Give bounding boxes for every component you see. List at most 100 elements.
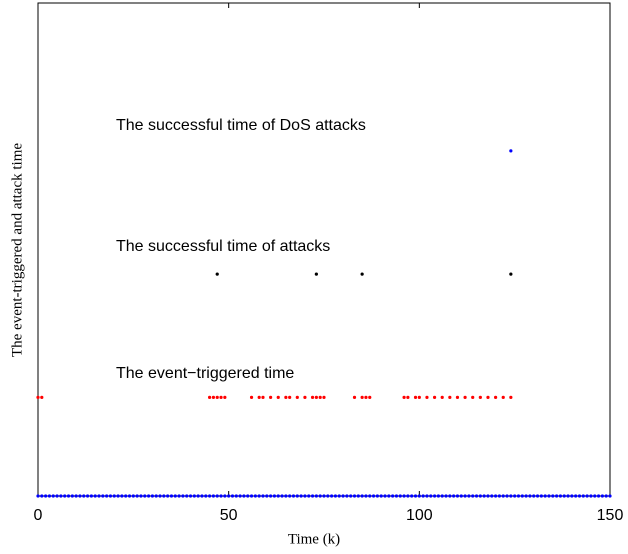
point bbox=[70, 494, 74, 498]
point bbox=[593, 494, 597, 498]
point bbox=[345, 494, 349, 498]
point bbox=[509, 272, 513, 276]
point bbox=[589, 494, 593, 498]
point bbox=[112, 494, 116, 498]
point bbox=[585, 494, 589, 498]
point bbox=[467, 494, 471, 498]
point bbox=[284, 494, 288, 498]
point bbox=[509, 149, 513, 153]
point bbox=[249, 395, 254, 399]
point bbox=[177, 494, 181, 498]
point bbox=[303, 494, 307, 498]
point bbox=[574, 494, 578, 498]
point bbox=[509, 494, 513, 498]
point bbox=[516, 494, 521, 498]
point bbox=[501, 395, 505, 399]
point bbox=[520, 494, 524, 498]
point bbox=[288, 395, 292, 399]
point bbox=[505, 494, 509, 498]
point bbox=[223, 494, 227, 498]
point bbox=[162, 494, 166, 498]
point bbox=[413, 494, 418, 498]
x-axis-label: Time (k) bbox=[288, 531, 340, 547]
x-tick-label: 50 bbox=[220, 507, 238, 524]
point bbox=[299, 494, 303, 498]
point bbox=[497, 494, 502, 498]
point bbox=[604, 494, 608, 498]
point bbox=[215, 494, 219, 498]
point bbox=[276, 494, 280, 498]
point bbox=[562, 494, 566, 498]
point bbox=[524, 494, 528, 498]
point bbox=[463, 395, 467, 399]
point bbox=[402, 395, 406, 399]
point bbox=[139, 494, 143, 498]
point bbox=[440, 395, 444, 399]
point bbox=[310, 494, 315, 498]
point bbox=[169, 494, 174, 498]
point bbox=[249, 494, 254, 498]
point bbox=[146, 494, 151, 498]
point bbox=[116, 494, 120, 498]
point bbox=[215, 395, 219, 399]
point bbox=[265, 494, 269, 498]
point bbox=[314, 395, 318, 399]
point bbox=[429, 494, 433, 498]
point bbox=[387, 494, 391, 498]
point bbox=[608, 494, 612, 498]
point bbox=[150, 494, 154, 498]
point bbox=[108, 494, 113, 498]
point bbox=[303, 395, 307, 399]
point bbox=[238, 494, 242, 498]
point bbox=[200, 494, 204, 498]
point bbox=[368, 494, 372, 498]
point bbox=[215, 272, 219, 276]
point bbox=[463, 494, 467, 498]
point bbox=[120, 494, 124, 498]
point bbox=[166, 494, 170, 498]
point bbox=[154, 494, 158, 498]
point bbox=[310, 395, 315, 399]
point bbox=[101, 494, 105, 498]
point bbox=[371, 494, 376, 498]
point bbox=[448, 494, 452, 498]
point bbox=[356, 494, 360, 498]
point bbox=[261, 494, 265, 498]
point bbox=[581, 494, 585, 498]
point bbox=[192, 494, 196, 498]
point bbox=[55, 494, 59, 498]
point bbox=[288, 494, 292, 498]
point bbox=[455, 494, 460, 498]
point bbox=[36, 395, 40, 399]
point bbox=[246, 494, 250, 498]
point bbox=[181, 494, 185, 498]
point bbox=[448, 395, 452, 399]
annotation: The event−triggered time bbox=[116, 365, 294, 382]
point bbox=[333, 494, 338, 498]
point bbox=[532, 494, 536, 498]
point bbox=[478, 494, 482, 498]
point bbox=[486, 395, 490, 399]
point bbox=[425, 395, 429, 399]
point bbox=[295, 494, 299, 498]
point bbox=[257, 494, 261, 498]
point bbox=[93, 494, 97, 498]
point bbox=[391, 494, 395, 498]
point bbox=[417, 494, 421, 498]
x-tick-label: 100 bbox=[406, 507, 433, 524]
point bbox=[82, 494, 86, 498]
point bbox=[352, 494, 357, 498]
point bbox=[74, 494, 78, 498]
point bbox=[547, 494, 551, 498]
point bbox=[596, 494, 601, 498]
point bbox=[379, 494, 383, 498]
point bbox=[535, 494, 540, 498]
point bbox=[219, 395, 223, 399]
point bbox=[406, 494, 410, 498]
point bbox=[322, 395, 326, 399]
point bbox=[204, 494, 208, 498]
point bbox=[143, 494, 147, 498]
point bbox=[85, 494, 90, 498]
point bbox=[78, 494, 82, 498]
point bbox=[242, 494, 246, 498]
